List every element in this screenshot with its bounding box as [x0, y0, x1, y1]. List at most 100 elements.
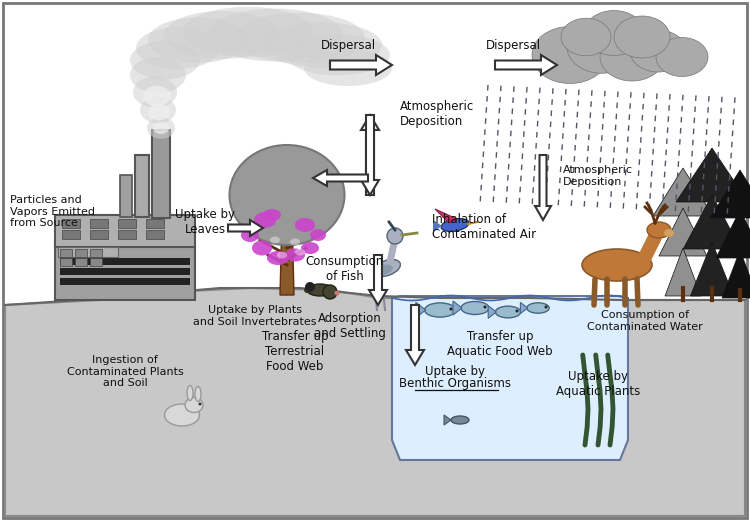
Text: Transfer up
Terrestrial
Food Web: Transfer up Terrestrial Food Web	[262, 330, 328, 373]
Ellipse shape	[277, 252, 287, 258]
FancyBboxPatch shape	[135, 155, 149, 217]
Polygon shape	[444, 415, 451, 425]
Circle shape	[387, 228, 403, 244]
Polygon shape	[716, 210, 750, 258]
Ellipse shape	[130, 41, 200, 79]
Ellipse shape	[164, 404, 200, 426]
FancyBboxPatch shape	[55, 245, 195, 300]
Polygon shape	[280, 215, 294, 295]
Ellipse shape	[267, 251, 289, 265]
Polygon shape	[665, 248, 701, 296]
Ellipse shape	[143, 86, 171, 106]
Ellipse shape	[147, 117, 175, 139]
FancyBboxPatch shape	[75, 249, 87, 257]
FancyBboxPatch shape	[118, 230, 136, 239]
Ellipse shape	[286, 34, 390, 76]
Text: Transfer up
Aquatic Food Web: Transfer up Aquatic Food Web	[447, 330, 553, 358]
FancyArrow shape	[369, 255, 387, 305]
FancyBboxPatch shape	[118, 219, 136, 228]
Text: Uptake by: Uptake by	[425, 365, 485, 378]
Ellipse shape	[656, 38, 708, 77]
Polygon shape	[453, 301, 462, 315]
Ellipse shape	[304, 50, 392, 86]
Ellipse shape	[526, 303, 549, 313]
Ellipse shape	[270, 237, 280, 243]
Text: Dispersal: Dispersal	[320, 39, 376, 52]
Text: Benthic Organisms: Benthic Organisms	[399, 377, 511, 390]
FancyArrow shape	[228, 220, 263, 236]
FancyBboxPatch shape	[90, 258, 102, 266]
Text: Consumption of
Contaminated Water: Consumption of Contaminated Water	[587, 310, 703, 331]
Ellipse shape	[307, 284, 333, 296]
Ellipse shape	[183, 7, 313, 57]
Ellipse shape	[532, 27, 608, 83]
Ellipse shape	[263, 209, 281, 221]
Ellipse shape	[374, 265, 393, 276]
FancyBboxPatch shape	[3, 3, 747, 518]
Ellipse shape	[140, 97, 176, 123]
FancyBboxPatch shape	[60, 268, 190, 275]
FancyBboxPatch shape	[75, 258, 87, 266]
FancyBboxPatch shape	[60, 278, 190, 285]
FancyBboxPatch shape	[146, 219, 164, 228]
Ellipse shape	[451, 416, 469, 424]
Circle shape	[199, 403, 202, 405]
Polygon shape	[488, 306, 496, 318]
FancyArrow shape	[330, 55, 392, 75]
Polygon shape	[722, 250, 750, 298]
Polygon shape	[416, 302, 426, 318]
Ellipse shape	[153, 122, 169, 134]
Ellipse shape	[630, 30, 686, 72]
Text: Ingestion of
Contaminated Plants
and Soil: Ingestion of Contaminated Plants and Soi…	[67, 355, 183, 388]
FancyBboxPatch shape	[62, 230, 80, 239]
Ellipse shape	[254, 212, 276, 228]
Ellipse shape	[241, 228, 259, 242]
FancyBboxPatch shape	[90, 249, 102, 257]
Text: Consumption
of Fish: Consumption of Fish	[306, 255, 384, 283]
Ellipse shape	[195, 387, 201, 402]
Polygon shape	[659, 208, 707, 256]
Ellipse shape	[582, 249, 652, 281]
Polygon shape	[433, 220, 442, 232]
Polygon shape	[710, 170, 750, 218]
FancyBboxPatch shape	[152, 130, 170, 218]
Ellipse shape	[584, 10, 644, 56]
Ellipse shape	[567, 21, 637, 73]
Circle shape	[305, 282, 315, 292]
Ellipse shape	[441, 219, 469, 231]
FancyBboxPatch shape	[90, 230, 108, 239]
Text: Dispersal: Dispersal	[485, 39, 541, 52]
Polygon shape	[683, 195, 741, 249]
Polygon shape	[392, 296, 628, 460]
Ellipse shape	[207, 9, 343, 61]
Circle shape	[515, 309, 518, 313]
Circle shape	[323, 285, 337, 299]
Polygon shape	[5, 288, 745, 516]
FancyBboxPatch shape	[90, 219, 108, 228]
FancyArrow shape	[313, 170, 368, 186]
FancyBboxPatch shape	[146, 230, 164, 239]
Circle shape	[449, 307, 452, 311]
FancyBboxPatch shape	[60, 258, 190, 265]
Text: Atmospheric
Deposition: Atmospheric Deposition	[400, 100, 474, 128]
FancyArrow shape	[406, 305, 424, 365]
Ellipse shape	[614, 16, 670, 58]
Text: Uptake by Plants
and Soil Invertebrates: Uptake by Plants and Soil Invertebrates	[194, 305, 316, 327]
Ellipse shape	[164, 11, 280, 59]
Polygon shape	[653, 168, 713, 216]
Text: Atmospheric
Deposition: Atmospheric Deposition	[563, 165, 633, 187]
Ellipse shape	[295, 218, 315, 232]
Text: Uptake by
Leaves: Uptake by Leaves	[175, 208, 235, 236]
FancyArrow shape	[361, 115, 379, 195]
Polygon shape	[691, 242, 734, 296]
FancyBboxPatch shape	[55, 215, 195, 247]
Circle shape	[484, 305, 487, 308]
Ellipse shape	[600, 33, 664, 81]
Ellipse shape	[424, 303, 455, 317]
Ellipse shape	[301, 242, 319, 254]
Ellipse shape	[252, 241, 272, 255]
FancyBboxPatch shape	[120, 175, 132, 217]
Polygon shape	[435, 209, 457, 223]
Polygon shape	[676, 148, 748, 202]
FancyArrow shape	[361, 115, 379, 195]
